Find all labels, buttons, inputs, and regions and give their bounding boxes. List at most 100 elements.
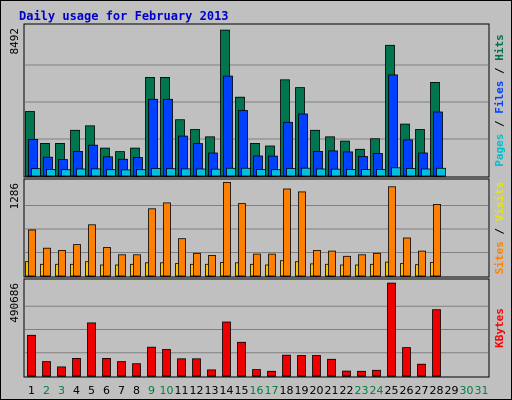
bar-files-day-10 <box>163 98 173 177</box>
bar-sites-day-23 <box>358 254 366 277</box>
bar-files-day-19 <box>298 113 308 177</box>
x-tick-label-day-19: 19 <box>295 384 309 397</box>
bar-pages-day-4 <box>76 168 86 177</box>
legend-visits: Visits <box>493 182 506 222</box>
bar-pages-day-19 <box>301 167 311 177</box>
bar-sites-day-22 <box>343 255 351 277</box>
bar-pages-day-18 <box>286 168 296 177</box>
bar-sites-day-26 <box>403 237 411 277</box>
bar-kbytes-day-21 <box>327 358 336 377</box>
bar-kbytes-day-16 <box>252 369 261 377</box>
bar-kbytes-day-19 <box>297 355 306 377</box>
bar-sites-day-16 <box>253 253 261 277</box>
x-tick-label-day-12: 12 <box>190 384 204 397</box>
bar-sites-day-14 <box>223 181 231 277</box>
bar-sites-day-4 <box>73 244 81 277</box>
bar-sites-day-11 <box>178 238 186 277</box>
x-tick-label-day-25: 25 <box>385 384 399 397</box>
chart-title: Daily usage for February 2013 <box>19 9 229 23</box>
bar-pages-day-14 <box>226 167 236 177</box>
bar-pages-day-28 <box>436 167 446 177</box>
bar-sites-day-8 <box>133 254 141 277</box>
bar-files-day-15 <box>238 110 248 177</box>
legend-separator: / <box>493 61 506 81</box>
legend-sites: Sites <box>493 241 506 274</box>
x-tick-label-day-20: 20 <box>310 384 324 397</box>
bar-pages-day-7 <box>121 169 131 177</box>
bar-pages-day-9 <box>151 168 161 177</box>
bar-sites-day-25 <box>388 186 396 277</box>
bar-pages-day-13 <box>211 168 221 177</box>
bar-files-day-18 <box>283 121 293 177</box>
bar-kbytes-day-15 <box>237 341 246 377</box>
bar-pages-day-12 <box>196 168 206 177</box>
bar-pages-day-22 <box>346 168 356 177</box>
bar-kbytes-day-9 <box>147 346 156 377</box>
bar-pages-day-15 <box>241 167 251 177</box>
bar-kbytes-day-2 <box>42 361 51 377</box>
bar-sites-day-6 <box>103 247 111 277</box>
bar-sites-day-9 <box>148 208 156 277</box>
x-tick-label-day-9: 9 <box>148 384 155 397</box>
panel-2-ymax-label: 1286 <box>8 183 21 210</box>
bar-pages-day-11 <box>181 168 191 177</box>
bar-kbytes-day-8 <box>132 363 141 377</box>
x-tick-label-day-23: 23 <box>355 384 369 397</box>
legend-files: Files <box>493 81 506 114</box>
bar-pages-day-26 <box>406 168 416 177</box>
bar-kbytes-day-6 <box>102 357 111 377</box>
bar-pages-day-27 <box>421 168 431 177</box>
bar-sites-day-24 <box>373 252 381 277</box>
bar-sites-day-17 <box>268 253 276 277</box>
bar-kbytes-day-18 <box>282 354 291 377</box>
bar-pages-day-3 <box>61 169 71 177</box>
bar-kbytes-day-4 <box>72 357 81 377</box>
bar-kbytes-day-12 <box>192 358 201 377</box>
bar-sites-day-2 <box>43 247 51 277</box>
bar-kbytes-day-10 <box>162 349 171 377</box>
bar-kbytes-day-14 <box>222 321 231 377</box>
bar-kbytes-day-5 <box>87 322 96 377</box>
x-tick-label-day-29: 29 <box>445 384 459 397</box>
panel-3-frame <box>23 278 490 378</box>
bar-pages-day-17 <box>271 169 281 177</box>
x-tick-label-day-15: 15 <box>235 384 249 397</box>
x-tick-label-day-3: 3 <box>58 384 65 397</box>
bar-sites-day-21 <box>328 250 336 277</box>
bar-kbytes-day-1 <box>27 334 36 377</box>
panel-3-ymax-label: 490686 <box>8 283 21 323</box>
bar-pages-day-10 <box>166 168 176 177</box>
legend-separator: / <box>493 221 506 241</box>
bar-sites-day-27 <box>418 250 426 277</box>
x-tick-label-day-24: 24 <box>370 384 384 397</box>
bar-kbytes-day-28 <box>432 309 441 377</box>
x-tick-label-day-22: 22 <box>340 384 354 397</box>
bar-kbytes-day-20 <box>312 355 321 377</box>
x-tick-label-day-1: 1 <box>28 384 35 397</box>
bar-pages-day-25 <box>391 167 401 177</box>
bar-kbytes-day-23 <box>357 370 366 377</box>
bar-pages-day-21 <box>331 168 341 177</box>
bar-sites-day-10 <box>163 202 171 277</box>
legend-separator: / <box>493 114 506 134</box>
x-tick-label-day-2: 2 <box>43 384 50 397</box>
x-tick-label-day-17: 17 <box>265 384 279 397</box>
panel-3-side-legend: KBytes <box>493 308 506 348</box>
bar-kbytes-day-26 <box>402 347 411 377</box>
x-tick-label-day-8: 8 <box>133 384 140 397</box>
x-tick-label-day-6: 6 <box>103 384 110 397</box>
x-tick-label-day-21: 21 <box>325 384 339 397</box>
bar-sites-day-7 <box>118 254 126 277</box>
bar-files-day-25 <box>388 74 398 177</box>
bar-sites-day-13 <box>208 255 216 277</box>
legend-hits: Hits <box>493 34 506 61</box>
x-tick-label-day-5: 5 <box>88 384 95 397</box>
bar-pages-day-16 <box>256 169 266 177</box>
bar-pages-day-1 <box>31 168 41 177</box>
x-tick-label-day-27: 27 <box>415 384 429 397</box>
bar-files-day-28 <box>433 111 443 177</box>
bar-pages-day-8 <box>136 169 146 177</box>
bar-sites-day-15 <box>238 203 246 277</box>
bar-files-day-14 <box>223 75 233 177</box>
